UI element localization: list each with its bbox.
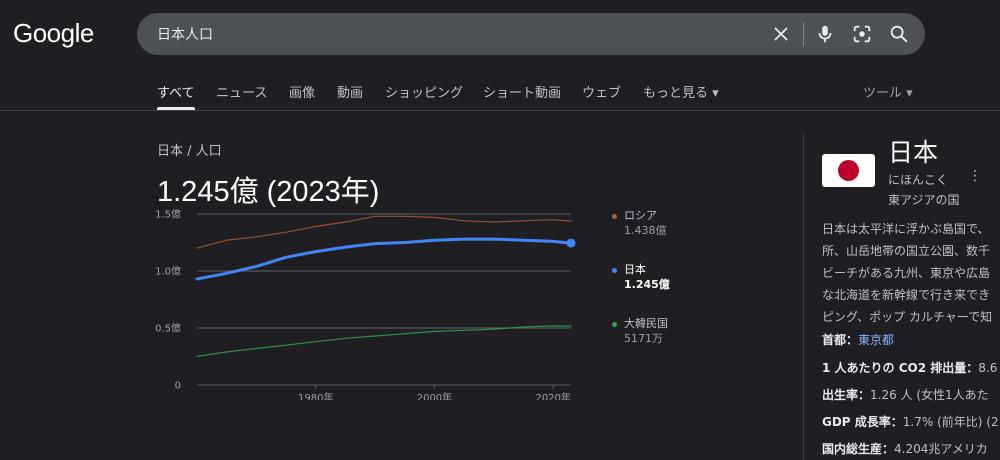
flag-circle [838,160,859,181]
lens-icon[interactable] [851,23,873,45]
tools-button[interactable]: ツール ▾ [863,86,913,101]
y-tick-label: 0.5億 [155,322,181,335]
legend-value: 1.245億 [624,278,670,291]
legend-value: 5171万 [624,332,663,345]
kp-description-line: ピング、ポップ カルチャーで知 [822,310,993,324]
fact-value: 1.7% (前年比) (2 [902,415,999,429]
fact-gdp-growth: GDP 成長率：1.7% (前年比) (2 [822,413,1000,430]
clear-icon[interactable] [770,23,792,45]
population-chart[interactable]: 0 0.5億 1.0億 1.5億 1980年 2000年 2020年 [150,205,600,400]
fact-label: 出生率： [822,388,871,402]
search-input[interactable]: 日本人口 [157,27,213,43]
tab-news[interactable]: ニュース [216,86,268,101]
kp-description-line: ビーチがある九州、東京や広島 [822,266,991,280]
tab-all[interactable]: すべて [157,86,195,101]
kp-subtitle: 東アジアの国 [888,193,960,207]
y-tick-label: 1.0億 [155,265,181,278]
tab-videos[interactable]: 動画 [337,86,364,101]
y-tick-label: 0 [175,381,181,392]
search-divider [803,22,804,46]
fact-label: 国内総生産： [822,442,895,456]
legend-value: 1.438億 [624,224,667,237]
google-logo[interactable]: Google [13,18,94,48]
legend-name: ロシア [624,209,657,222]
tab-shopping[interactable]: ショッピング [385,86,464,101]
y-tick-label: 1.5億 [155,208,181,221]
fact-value: 1.26 人 (女性1人あた [870,388,989,402]
legend-name: 日本 [624,263,646,276]
fact-value: 4.204兆アメリカ [894,442,988,456]
series-line-russia[interactable] [196,215,572,249]
tab-images[interactable]: 画像 [289,86,316,101]
fact-label: GDP 成長率： [822,415,903,429]
fact-co2: 1 人あたりの CO2 排出量：8.6 [822,359,1000,376]
series-line-japan[interactable] [195,237,573,281]
x-tick-label: 2020年 [535,391,570,400]
kp-title: 日本 [888,138,939,167]
active-tab-indicator [157,107,195,110]
fact-capital: 首都：東京都 [822,331,1000,348]
search-icon[interactable] [888,23,910,45]
search-bar[interactable]: 日本人口 [137,13,925,55]
kp-description: 日本は太平洋に浮かぶ島国で、 所、山岳地帯の国立公園、数千 ビーチがある九州、東… [822,218,1000,328]
x-tick-label: 1980年 [298,391,333,400]
japan-latest-point[interactable] [566,238,576,248]
kp-reading: にほんこく [888,173,949,187]
tab-web[interactable]: ウェブ [582,86,622,101]
fact-birth-rate: 出生率：1.26 人 (女性1人あた [822,386,1000,403]
kp-description-line: な北海道を新幹線で行き来でき [822,288,991,302]
capital-link[interactable]: 東京都 [858,333,895,347]
tab-more[interactable]: もっと見る ▾ [643,86,719,101]
legend-name: 大韓民国 [624,317,668,330]
population-headline: 1.245億 (2023年) [157,176,380,208]
legend-dot [612,268,617,273]
japan-flag-icon[interactable] [822,154,875,187]
header-divider [0,110,1000,111]
legend-dot [612,214,617,219]
kp-description-line: 日本は太平洋に浮かぶ島国で、 [822,222,990,236]
series-line-korea[interactable] [196,325,572,358]
fact-value: 8.6 [978,361,998,375]
breadcrumb[interactable]: 日本 / 人口 [157,144,222,159]
legend-dot [612,322,617,327]
microphone-icon[interactable] [814,23,836,45]
tab-short-videos[interactable]: ショート動画 [483,86,562,101]
panel-divider [803,133,804,460]
fact-label: 首都： [822,333,859,347]
fact-label: 1 人あたりの CO2 排出量： [822,361,979,375]
x-tick-label: 2000年 [417,391,452,400]
kp-description-line: 所、山岳地帯の国立公園、数千 [822,244,991,258]
more-options-icon[interactable]: ⋮ [968,168,982,184]
fact-gdp: 国内総生産：4.204兆アメリカ [822,440,1000,457]
